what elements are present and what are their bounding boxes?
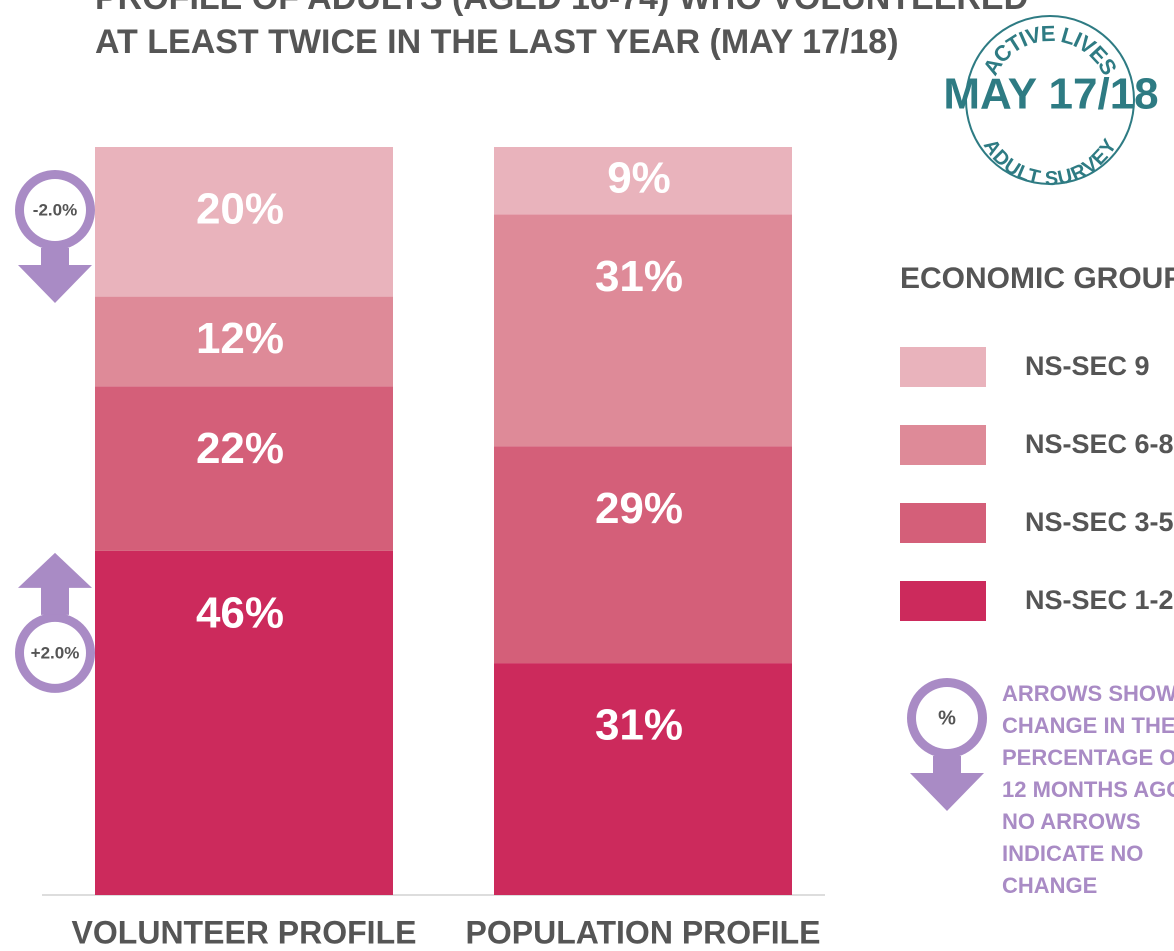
- chart-title: AT LEAST TWICE IN THE LAST YEAR (MAY 17/…: [95, 23, 899, 61]
- bar-segment: [95, 386, 393, 551]
- change-arrow: [18, 552, 92, 615]
- data-label: 22%: [196, 424, 284, 473]
- note-line: 12 MONTHS AGO.: [1002, 777, 1174, 802]
- data-label: 9%: [607, 153, 671, 202]
- data-label: 46%: [196, 589, 284, 638]
- bar-segment: [494, 214, 792, 447]
- legend-title: ECONOMIC GROUP: [900, 262, 1174, 295]
- legend-swatch: [900, 503, 986, 543]
- note-line: PERCENTAGE ON: [1002, 745, 1174, 770]
- note-line: CHANGE: [1002, 873, 1097, 898]
- change-arrow: [910, 756, 984, 811]
- data-label: 12%: [196, 314, 284, 363]
- legend-label: NS-SEC 9: [1025, 351, 1150, 381]
- data-label: 29%: [595, 484, 683, 533]
- change-inner: [24, 621, 86, 684]
- change-inner: [916, 687, 978, 749]
- badge: [965, 15, 1135, 185]
- x-tick-label: POPULATION PROFILE: [466, 914, 821, 950]
- bar-segment: [494, 663, 792, 895]
- note-line: CHANGE IN THE: [1002, 713, 1174, 738]
- bar-segment: [95, 147, 393, 297]
- badge-bottom: ADULT SURVEY: [979, 135, 1122, 190]
- legend-label: NS-SEC 1-2: [1025, 585, 1174, 615]
- note-line: ARROWS SHOW: [1002, 681, 1174, 706]
- change-label: +2.0%: [31, 643, 80, 662]
- data-label: 31%: [595, 252, 683, 301]
- legend-swatch: [900, 581, 986, 621]
- legend-swatch: [900, 347, 986, 387]
- note-line: NO ARROWS: [1002, 809, 1141, 834]
- bar-segment: [494, 446, 792, 664]
- legend-swatch: [900, 425, 986, 465]
- bar-segment: [95, 550, 393, 895]
- change-arrow: [18, 248, 92, 303]
- bar-segment: [95, 296, 393, 387]
- legend-label: NS-SEC 3-5: [1025, 507, 1174, 537]
- x-tick-label: VOLUNTEER PROFILE: [72, 914, 417, 950]
- change-inner: [24, 179, 86, 241]
- badge-ring: [965, 15, 1135, 185]
- data-label: 31%: [595, 701, 683, 750]
- note-line: INDICATE NO: [1002, 841, 1143, 866]
- legend-label: NS-SEC 6-8: [1025, 429, 1174, 459]
- note-symbol: %: [938, 707, 956, 729]
- data-label: 20%: [196, 185, 284, 234]
- badge-middle: MAY 17/18: [943, 70, 1158, 119]
- badge-bottom-path: ADULT SURVEY: [979, 135, 1122, 190]
- change-label: -2.0%: [33, 200, 77, 219]
- bar-segment: [494, 147, 792, 215]
